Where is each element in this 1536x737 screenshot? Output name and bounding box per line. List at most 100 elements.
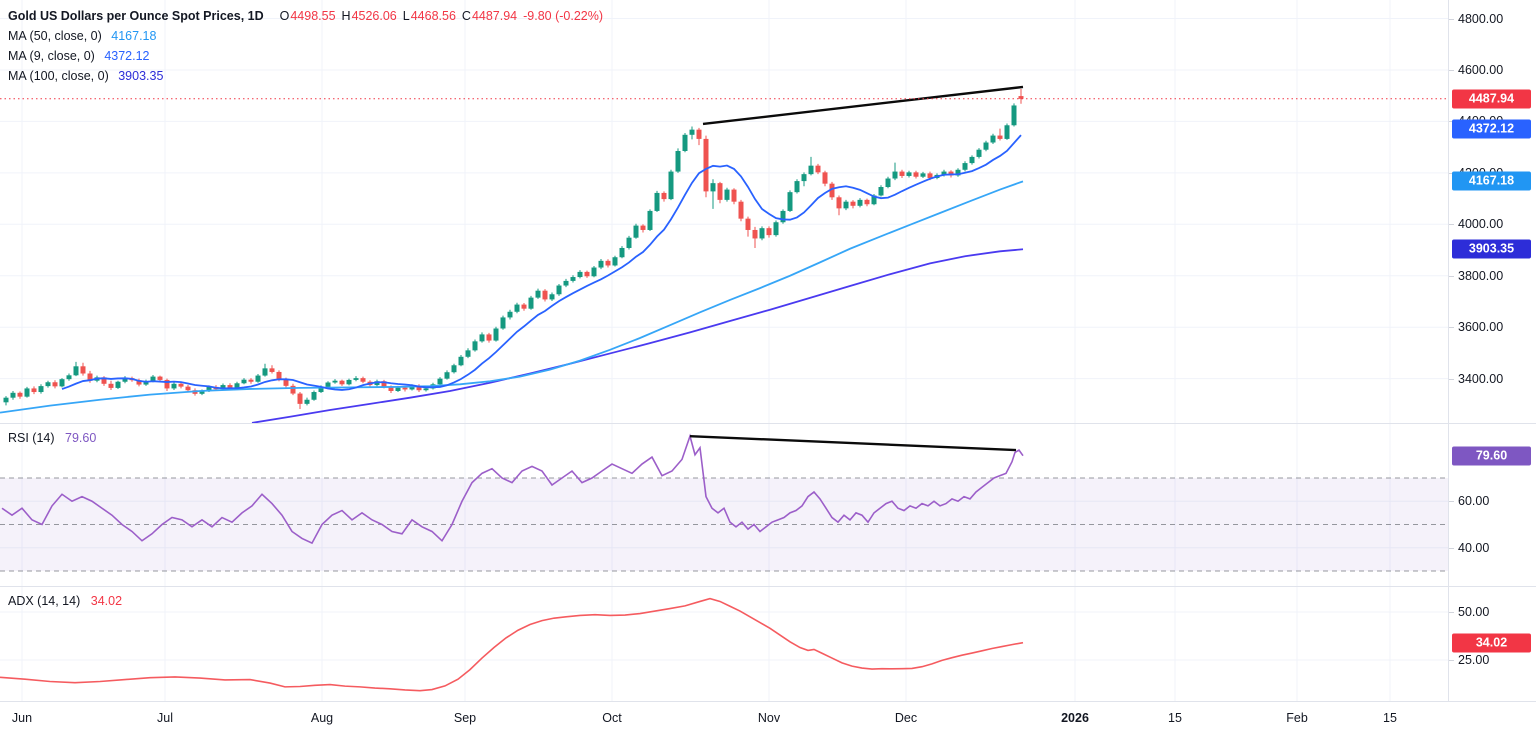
candle-body: [997, 135, 1003, 139]
candle-body: [535, 290, 541, 298]
candle-body: [24, 388, 30, 397]
candle-body: [304, 399, 310, 404]
candle-body: [941, 171, 947, 175]
candle-body: [556, 285, 562, 295]
candle-body: [514, 304, 520, 312]
candle-body: [451, 365, 457, 373]
candle-body: [724, 189, 730, 200]
price-trendline: [702, 85, 1024, 126]
candle-body: [794, 181, 800, 193]
candle-body: [402, 387, 408, 390]
ma100-line: [251, 248, 1024, 424]
candle-body: [871, 195, 877, 205]
axis-tick: [1449, 172, 1454, 174]
candle-body: [108, 383, 114, 388]
candle-body: [948, 171, 954, 176]
candle-body: [843, 201, 849, 209]
candle-body: [990, 135, 996, 143]
candle-body: [668, 171, 674, 200]
candle-body: [738, 201, 744, 219]
candle-body: [612, 257, 618, 266]
candle-body: [45, 382, 51, 387]
candle-body: [136, 380, 142, 385]
candle-body: [500, 317, 506, 329]
candle-body: [682, 134, 688, 151]
time-axis-label: Jul: [157, 711, 173, 725]
price-scale-axis[interactable]: 4800.004600.004400.004200.004000.003800.…: [1448, 0, 1536, 701]
candle-body: [101, 377, 107, 384]
candle-body: [703, 138, 709, 192]
candle-body: [626, 237, 632, 248]
axis-tick: [1449, 327, 1454, 329]
candle-body: [647, 210, 653, 230]
candle-body: [759, 228, 765, 239]
ma100-badge: 3903.35: [1452, 239, 1531, 259]
candle-body: [885, 178, 891, 188]
candle-body: [437, 378, 443, 385]
rsi-badge: 79.60: [1452, 446, 1531, 466]
candle-body: [31, 388, 37, 393]
candle-body: [493, 328, 499, 341]
candle-body: [710, 183, 716, 192]
candle-body: [52, 382, 58, 387]
candle-body: [150, 376, 156, 382]
adx-axis-label: 25.00: [1458, 653, 1490, 667]
price-axis-label: 3600.00: [1458, 320, 1504, 335]
time-scale-axis[interactable]: Jun Jul Aug Sep Oct Nov Dec 2026 15 Feb 15: [0, 701, 1536, 737]
candle-body: [465, 350, 471, 357]
candle-body: [640, 225, 646, 230]
candle-body: [752, 229, 758, 239]
pane-separator-rsi[interactable]: [0, 423, 1536, 424]
candle-body: [521, 304, 527, 309]
candle-body: [836, 197, 842, 209]
candle-body: [577, 271, 583, 278]
candle-body: [311, 392, 317, 400]
time-axis-label: Dec: [894, 711, 918, 725]
candle-body: [234, 383, 240, 388]
candle-body: [10, 392, 16, 398]
pane-separator-adx[interactable]: [0, 586, 1536, 587]
candle-body: [486, 334, 492, 341]
candle-body: [731, 189, 737, 202]
candle-body: [507, 311, 513, 318]
candle-body: [1004, 125, 1010, 139]
candle-body: [339, 380, 345, 385]
candle-body: [808, 165, 814, 175]
candle-body: [696, 129, 702, 139]
price-chart-canvas[interactable]: [0, 0, 1448, 701]
adx-axis-label: 50.00: [1458, 605, 1490, 619]
axis-tick: [1449, 501, 1454, 503]
candle-body: [983, 142, 989, 150]
candle-body: [157, 376, 163, 380]
ma50-badge: 4167.18: [1452, 171, 1531, 191]
candle-body: [17, 392, 23, 397]
candle-body: [563, 280, 569, 286]
candle-body: [164, 379, 170, 389]
price-axis-label: 4000.00: [1458, 217, 1504, 232]
candle-body: [59, 379, 65, 387]
candle-body: [661, 192, 667, 200]
candle-body: [920, 173, 926, 177]
candle-body: [591, 267, 597, 277]
candle-body: [38, 386, 44, 393]
ma50-line: [0, 180, 1024, 414]
candle-body: [962, 163, 968, 170]
candle-body: [409, 385, 415, 390]
candle-body: [87, 373, 93, 381]
candle-body: [227, 385, 233, 388]
candle-body: [388, 386, 394, 391]
candle-body: [549, 294, 555, 300]
candle-body: [276, 371, 282, 380]
candle-body: [913, 172, 919, 177]
price-axis-label: 3800.00: [1458, 268, 1504, 283]
candle-body: [416, 385, 422, 391]
candle-body: [675, 150, 681, 172]
candle-body: [829, 183, 835, 198]
candle-body: [444, 372, 450, 379]
candle-body: [815, 165, 821, 173]
candle-body: [290, 385, 296, 394]
candle-body: [220, 385, 226, 390]
candle-body: [745, 218, 751, 230]
axis-tick: [1449, 224, 1454, 226]
candle-body: [269, 368, 275, 372]
